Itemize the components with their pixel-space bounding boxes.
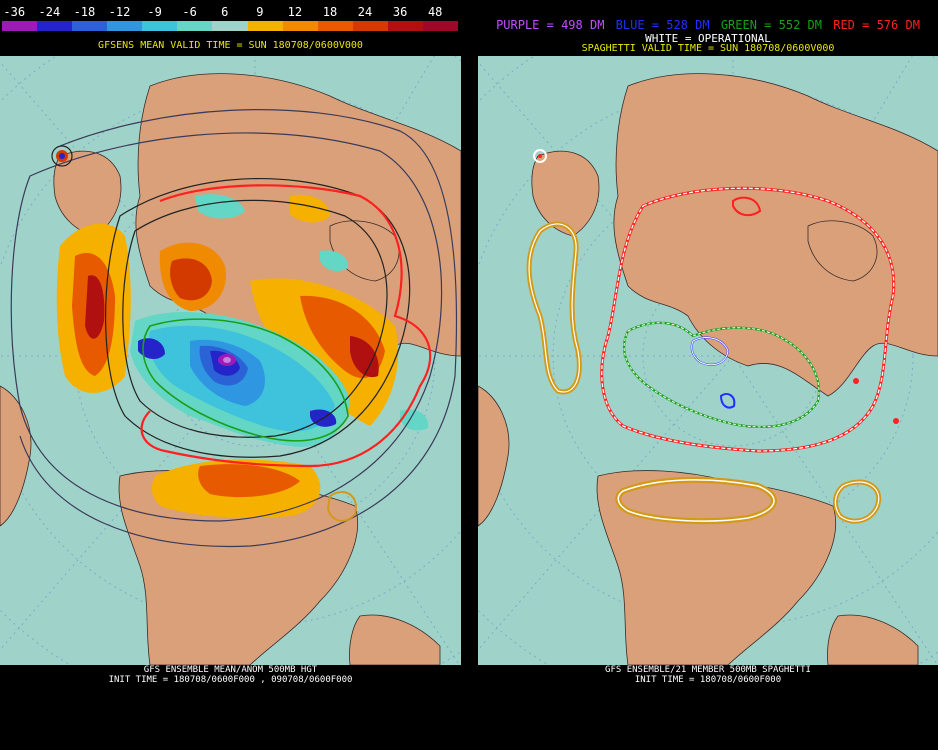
colorbar-label: -12 (108, 5, 131, 19)
legend-red: RED = 576 DM (833, 18, 920, 32)
colorbar-swatch (282, 21, 318, 31)
mean-footer-line-1: GFS ENSEMBLE MEAN/ANOM 500MB HGT (143, 665, 318, 675)
colorbar-swatch (142, 21, 178, 31)
spaghetti-legend: PURPLE = 498 DM BLUE = 528 DM GREEN = 55… (478, 19, 938, 32)
spaghetti-footer-line-1: GFS ENSEMBLE/21 MEMBER 500MB SPAGHETTI (605, 665, 811, 675)
legend-blue: BLUE = 528 DM (615, 18, 710, 32)
spaghetti-valid-time-title: SPAGHETTI VALID TIME = SUN 180708/0600V0… (581, 43, 835, 54)
colorbar-swatch (387, 21, 423, 31)
spaghetti-map-graphic (478, 56, 938, 665)
positive-height-anomalies (56, 194, 399, 518)
negative-height-anomalies (130, 194, 429, 447)
colorbar-label: -24 (38, 5, 61, 19)
colorbar-label: 24 (357, 5, 373, 19)
spaghetti-panel: PURPLE = 498 DM BLUE = 528 DM GREEN = 55… (478, 0, 938, 750)
colorbar-label: -6 (182, 5, 197, 19)
spaghetti-contours (526, 186, 896, 525)
colorbar-label: 12 (287, 5, 303, 19)
mean-anomaly-map-graphic (0, 56, 461, 665)
colorbar-label: -9 (147, 5, 162, 19)
colorbar-label: -36 (3, 5, 26, 19)
colorbar-labels: -36 -24 -18 -12 -9 -6 6 9 12 18 24 36 48 (0, 5, 461, 19)
colorbar-swatch (352, 21, 388, 31)
land-masses (478, 73, 938, 665)
spaghetti-map (478, 56, 938, 665)
anomaly-colorbar (2, 21, 459, 31)
colorbar-swatch (2, 21, 38, 31)
colorbar-swatch (247, 21, 283, 31)
ensemble-mean-map (0, 56, 461, 665)
ensemble-mean-panel: -36 -24 -18 -12 -9 -6 6 9 12 18 24 36 48 GFSENS MEAN… (0, 0, 461, 750)
spaghetti-footer-line-2: INIT TIME = 180708/0600F000 (634, 675, 782, 685)
mean-valid-time-title: GFSENS MEAN VALID TIME = SUN 180708/0600… (98, 40, 363, 51)
legend-green: GREEN = 552 DM (720, 18, 822, 32)
colorbar-swatch (72, 21, 108, 31)
legend-purple: PURPLE = 498 DM (496, 18, 605, 32)
colorbar-swatch (107, 21, 143, 31)
isolated-low (51, 145, 73, 167)
colorbar-swatch (177, 21, 213, 31)
height-contours (10, 109, 458, 548)
colorbar-label: 48 (427, 5, 443, 19)
colorbar-label: 36 (392, 5, 408, 19)
colorbar-label: -18 (73, 5, 96, 19)
legend-white-operational: WHITE = OPERATIONAL (645, 32, 771, 45)
colorbar-label: 18 (322, 5, 338, 19)
isolated-marks (533, 149, 899, 424)
colorbar-swatch (212, 21, 248, 31)
colorbar-swatch (37, 21, 73, 31)
colorbar-swatch (317, 21, 353, 31)
colorbar-label: 6 (221, 5, 229, 19)
colorbar-swatch (422, 21, 459, 31)
mean-footer-line-2: INIT TIME = 180708/0600F000 , 090708/060… (108, 675, 353, 685)
colorbar-label: 9 (256, 5, 264, 19)
